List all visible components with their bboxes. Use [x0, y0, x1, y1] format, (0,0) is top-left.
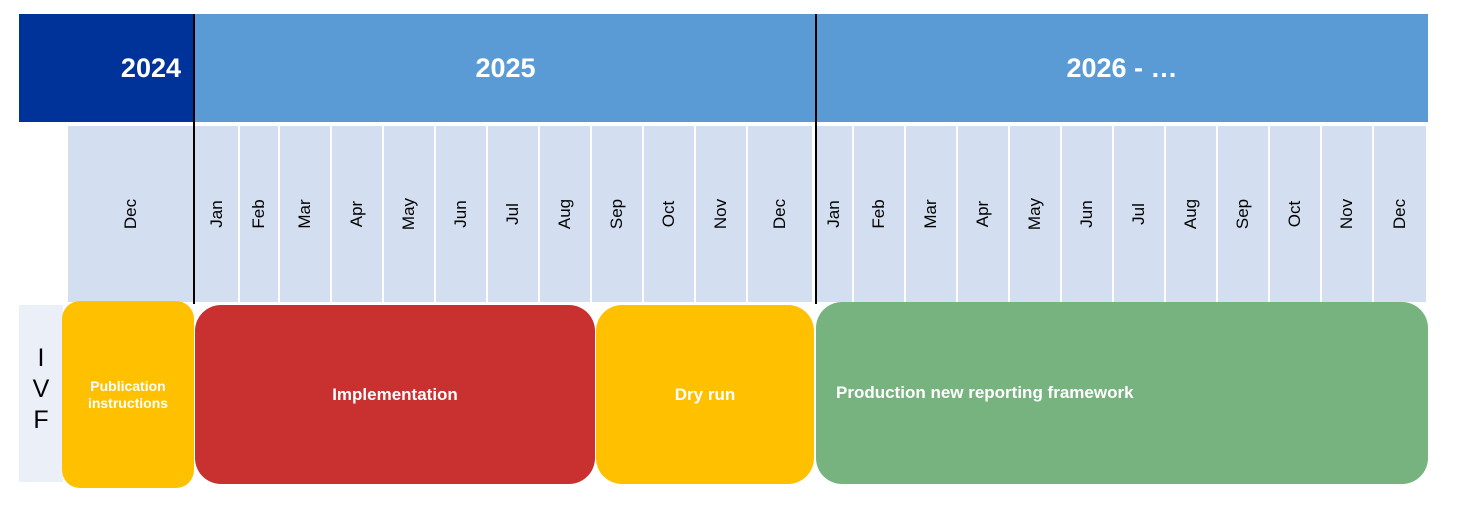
month-label: Aug [1181, 198, 1200, 230]
month-cell: Oct [1270, 126, 1322, 302]
phase-publication-instructions: Publication instructions [62, 301, 194, 488]
row-label-letter: I [37, 344, 45, 372]
month-cell: Nov [696, 126, 748, 302]
year-label: 2026 - … [1066, 52, 1178, 83]
month-label: Jun [1077, 200, 1096, 228]
month-label: Jul [503, 203, 522, 225]
phase-dry-run: Dry run [596, 305, 814, 484]
row-label-letter: V [32, 375, 50, 403]
phase-label: Implementation [332, 384, 458, 404]
month-cell: Apr [332, 126, 384, 302]
month-cell: Sep [592, 126, 644, 302]
month-cell: Mar [280, 126, 332, 302]
month-label: Mar [921, 199, 940, 229]
month-label: Jul [1129, 203, 1148, 225]
month-label: Oct [1285, 200, 1304, 228]
month-label: Jan [824, 200, 843, 228]
month-label: Feb [869, 199, 888, 229]
year-2024-header: 2024 [19, 14, 195, 122]
month-cell: Feb [240, 126, 280, 302]
month-cell: Nov [1322, 126, 1374, 302]
month-label: May [1025, 197, 1044, 231]
year-label: 2024 [120, 52, 181, 83]
month-label: Dec [120, 198, 140, 230]
month-label: May [399, 197, 418, 231]
month-label: Dec [770, 198, 789, 230]
month-cell: Aug [540, 126, 592, 302]
month-label: Jan [206, 200, 226, 228]
month-cell: Jul [1114, 126, 1166, 302]
month-label: Jun [451, 200, 470, 228]
month-cell: Mar [906, 126, 958, 302]
month-label: Apr [347, 200, 366, 228]
month-cell: Jan [195, 126, 240, 302]
month-cell: Jun [436, 126, 488, 302]
phase-label: Publication instructions [87, 377, 169, 411]
ivf-label-background [19, 305, 63, 482]
month-cell: Dec [1374, 126, 1428, 302]
month-cell: Jan [816, 126, 854, 302]
month-cell: Feb [854, 126, 906, 302]
month-label: Aug [555, 198, 574, 230]
month-label: Nov [1337, 198, 1356, 230]
month-label: Nov [711, 198, 730, 230]
month-cell: Dec [68, 126, 195, 302]
month-cell: Sep [1218, 126, 1270, 302]
month-cell: Jul [488, 126, 540, 302]
month-cell: Apr [958, 126, 1010, 302]
year-label: 2025 [475, 52, 536, 83]
month-label: Mar [295, 199, 314, 229]
month-label: Feb [249, 199, 268, 229]
month-label: Sep [607, 198, 626, 230]
month-cell: Jun [1062, 126, 1114, 302]
year-2026-header: 2026 - … [816, 14, 1428, 122]
month-label: Dec [1390, 198, 1409, 230]
month-cell: Oct [644, 126, 696, 302]
month-cell: Aug [1166, 126, 1218, 302]
month-label: Oct [659, 200, 678, 228]
phase-label: Dry run [674, 384, 736, 404]
month-cell: Dec [748, 126, 814, 302]
month-cell: May [1010, 126, 1062, 302]
year-divider-2025 [193, 14, 195, 304]
phase-label: Production new reporting framework [836, 383, 1134, 402]
phase-production: Production new reporting framework [816, 302, 1428, 484]
month-cell: May [384, 126, 436, 302]
year-2025-header: 2025 [195, 14, 816, 122]
row-label-letter: F [33, 406, 49, 434]
year-divider-2026 [815, 14, 817, 304]
month-label: Apr [973, 200, 992, 228]
month-label: Sep [1233, 198, 1252, 230]
phase-implementation: Implementation [195, 305, 595, 484]
